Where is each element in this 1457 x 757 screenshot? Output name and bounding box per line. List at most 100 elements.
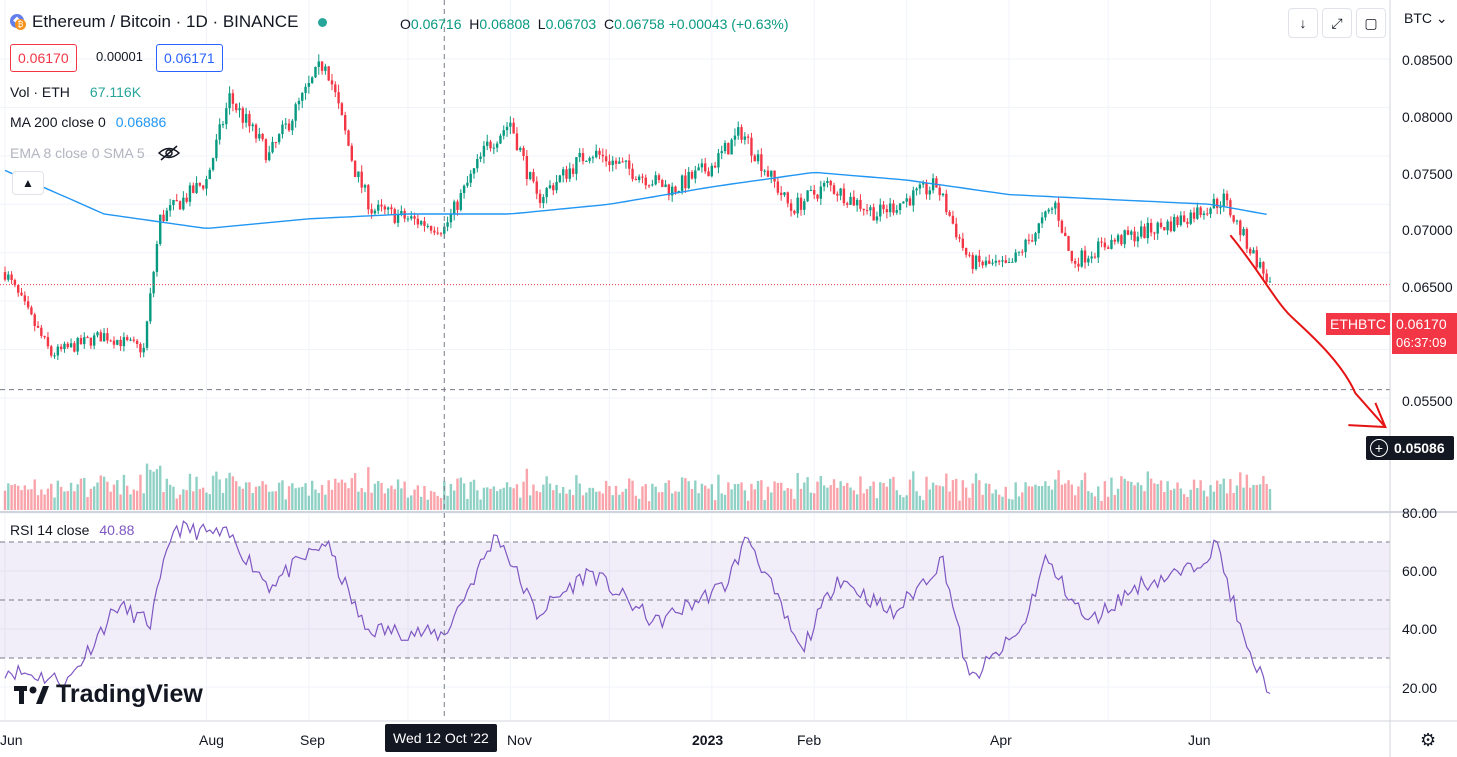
candle-body [1219, 207, 1222, 209]
settings-gear-icon[interactable]: ⚙ [1420, 730, 1437, 750]
candle-body [3, 272, 7, 280]
volume-bar [522, 481, 525, 510]
candle-body [786, 192, 789, 204]
volume-bar [694, 480, 697, 510]
candle-body [50, 346, 53, 356]
volume-bar [116, 480, 119, 510]
candle-body [235, 103, 238, 111]
volume-bar [152, 471, 155, 510]
volume-bar [1156, 484, 1159, 510]
crosshair-price-box[interactable]: + 0.05086 [1366, 436, 1454, 460]
volume-bar [1143, 491, 1146, 510]
candle-body [406, 218, 410, 220]
candle-body [264, 139, 268, 161]
time-tick: Aug [199, 732, 224, 748]
volume-bar [846, 482, 849, 510]
rsi-value: 40.88 [99, 522, 135, 538]
volume-bar [1159, 480, 1163, 510]
volume-legend[interactable]: Vol · ETH 67.116K [10, 84, 142, 100]
volume-bar [1225, 493, 1229, 510]
candle-body [558, 175, 562, 182]
candle-body [380, 204, 383, 207]
volume-bar [258, 486, 261, 510]
candle-body [13, 280, 17, 286]
volume-bar [248, 482, 251, 510]
candle-body [832, 185, 836, 194]
fullscreen-icon[interactable]: ⤢ [1322, 8, 1352, 38]
volume-bar [456, 478, 459, 510]
candle-body [991, 262, 994, 264]
volume-bar [575, 475, 578, 510]
volume-bar [469, 481, 472, 510]
candle-body [211, 158, 215, 170]
volume-bar [370, 492, 373, 510]
currency-dropdown[interactable]: BTC ⌄ [1404, 10, 1448, 26]
hidden-eye-icon[interactable] [157, 144, 181, 162]
ema-legend[interactable]: EMA 8 close 0 SMA 5 [10, 144, 181, 162]
candle-body [1149, 222, 1153, 233]
candle-body [555, 181, 558, 191]
candle-body [155, 243, 159, 272]
volume-bar [591, 487, 595, 510]
candle-body [955, 223, 958, 238]
volume-bar [1149, 478, 1153, 510]
candle-body [185, 197, 188, 202]
volume-bar [310, 480, 314, 510]
high-value: 0.06808 [479, 16, 531, 32]
candle-body [595, 150, 598, 158]
candle-body [1133, 231, 1136, 242]
collapse-legend-button[interactable]: ▲ [12, 171, 44, 195]
candle-body [921, 183, 925, 185]
candle-body [1030, 240, 1034, 242]
snapshot-icon[interactable]: ▢ [1356, 8, 1386, 38]
volume-bar [509, 487, 512, 510]
candle-body [875, 216, 879, 221]
candle-body [1252, 250, 1255, 254]
candle-body [1239, 220, 1242, 236]
candle-body [439, 233, 443, 235]
add-alert-icon[interactable]: + [1370, 439, 1388, 457]
candle-body [964, 247, 968, 255]
rsi-line [4, 520, 1271, 695]
candle-body [1186, 221, 1189, 224]
volume-bar [79, 478, 83, 510]
candle-body [192, 185, 195, 193]
candle-body [806, 190, 809, 202]
eth-btc-coin-icon: ◆₿ [10, 14, 26, 30]
volume-bar [50, 483, 53, 510]
candle-body [419, 221, 423, 225]
candle-body [152, 271, 155, 294]
candle-body [624, 160, 628, 162]
candle-body [69, 343, 73, 348]
volume-bar [353, 473, 357, 510]
candle-body [618, 161, 621, 164]
volume-bar [1235, 485, 1239, 510]
download-icon[interactable]: ↓ [1288, 8, 1318, 38]
volume-bar [981, 494, 984, 510]
candle-body [770, 170, 773, 177]
volume-bar [1024, 482, 1027, 510]
ma-legend[interactable]: MA 200 close 0 0.06886 [10, 114, 167, 130]
candle-body [664, 184, 667, 188]
volume-bar [641, 486, 644, 510]
volume-bar [1083, 472, 1087, 510]
buy-button[interactable]: 0.06171 [156, 44, 223, 72]
candle-body [948, 212, 951, 216]
volume-bar [403, 481, 406, 510]
rsi-legend[interactable]: RSI 14 close 40.88 [10, 522, 135, 538]
volume-bar [601, 493, 605, 510]
candle-body [23, 295, 27, 302]
candle-body [994, 260, 998, 263]
volume-bar [1248, 487, 1252, 510]
candle-body [1215, 198, 1219, 208]
symbol-title[interactable]: ◆₿ Ethereum / Bitcoin · 1D · BINANCE [10, 12, 328, 32]
sell-button[interactable]: 0.06170 [10, 44, 77, 72]
candle-body [961, 238, 965, 248]
candle-body [360, 171, 363, 188]
volume-bar [499, 489, 502, 510]
candle-body [912, 190, 915, 206]
candle-body [852, 196, 856, 206]
tradingview-logo[interactable]: TradingView [14, 680, 203, 709]
volume-bar [89, 488, 93, 510]
